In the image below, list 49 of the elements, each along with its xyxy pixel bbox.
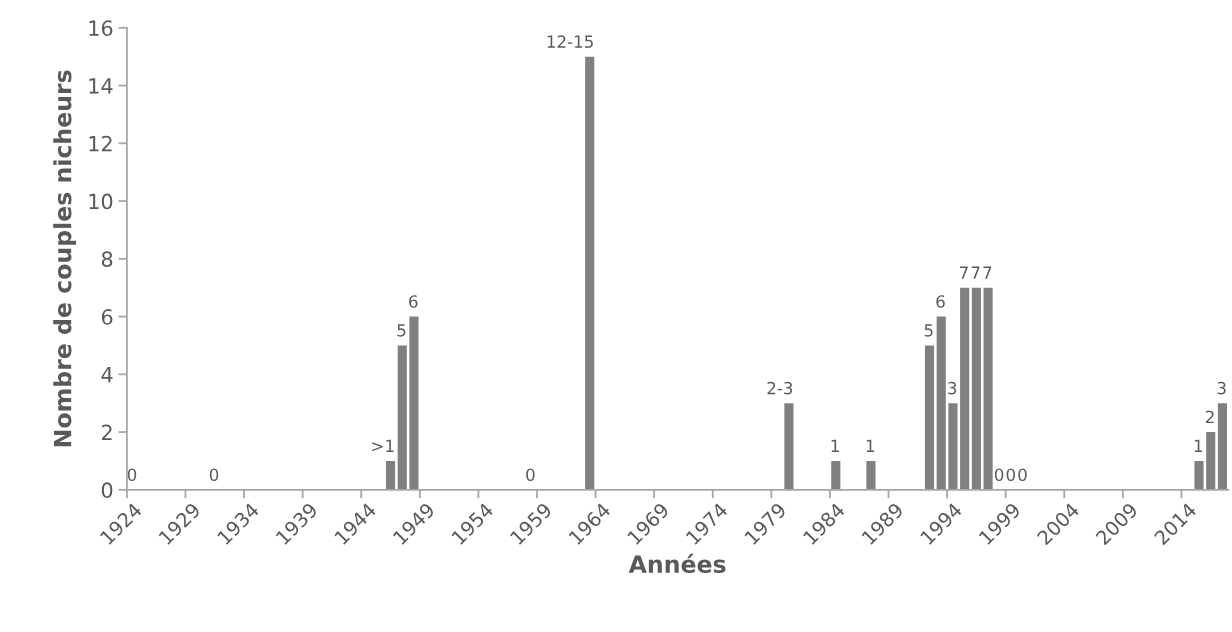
data-label: 6 <box>409 295 418 308</box>
data-label: 3 <box>948 381 957 395</box>
bar <box>924 345 935 490</box>
y-tick-label: 16 <box>89 20 113 37</box>
data-label: 1 <box>1194 439 1203 452</box>
bar <box>409 316 419 490</box>
bar <box>397 345 407 490</box>
data-label: 0 <box>526 468 535 482</box>
y-tick-label: 10 <box>89 193 113 210</box>
data-label: 0 <box>1018 468 1027 482</box>
data-label: 2 <box>1205 410 1214 424</box>
bar <box>948 403 958 490</box>
data-label: 7 <box>960 266 968 279</box>
bar <box>585 56 595 490</box>
bar <box>1217 403 1228 490</box>
bar <box>784 403 794 490</box>
y-tick-label: 6 <box>101 309 113 325</box>
data-label: 0 <box>1006 468 1015 482</box>
data-label: 0 <box>994 468 1004 482</box>
data-label: 5 <box>397 324 406 337</box>
y-tick-label: 8 <box>101 251 113 268</box>
data-label: 0 <box>209 468 219 482</box>
data-label: 5 <box>924 324 933 337</box>
bar <box>831 460 841 490</box>
data-label: 1 <box>866 439 874 452</box>
y-axis-title: Nombre de couples nicheurs <box>53 70 77 447</box>
y-tick-label: 12 <box>89 135 112 152</box>
bar <box>1194 460 1204 490</box>
data-label: 12-15 <box>547 35 593 48</box>
y-tick-label: 0 <box>101 482 113 499</box>
data-label: 3 <box>1217 381 1226 395</box>
bar <box>983 287 993 490</box>
y-tick-label: 4 <box>101 367 113 383</box>
bar <box>960 287 970 490</box>
data-label: 7 <box>971 266 980 279</box>
data-label: 6 <box>936 295 945 308</box>
bar <box>385 460 396 490</box>
data-label: 0 <box>127 468 137 482</box>
data-label: 1 <box>831 439 839 452</box>
bar <box>936 316 946 490</box>
x-axis-title: Années <box>628 553 726 574</box>
data-label: >1 <box>372 439 394 452</box>
bar <box>866 460 876 490</box>
bar <box>971 287 981 490</box>
data-label: 2-3 <box>767 381 793 395</box>
y-tick-label: 2 <box>101 424 112 440</box>
data-label: 7 <box>983 266 992 279</box>
bar <box>1206 432 1216 490</box>
y-tick-label: 14 <box>89 78 113 94</box>
